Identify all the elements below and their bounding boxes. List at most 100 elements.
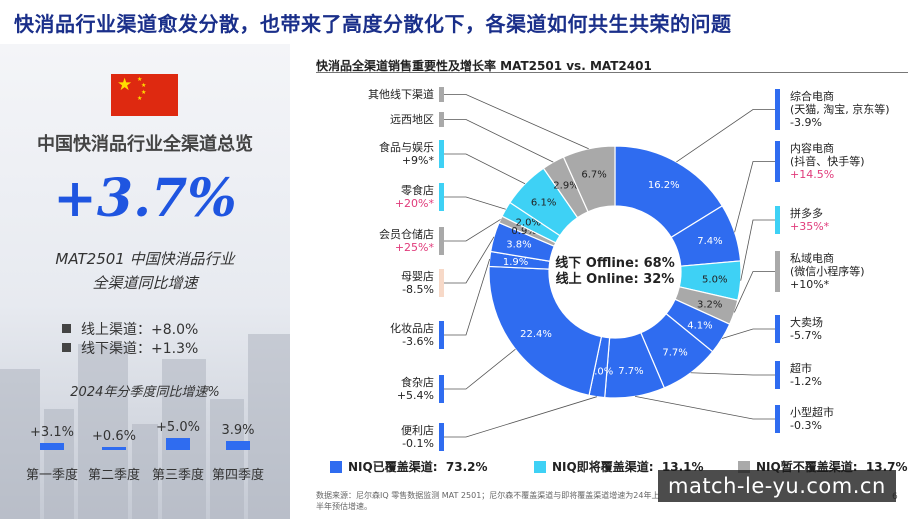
channel-color-bar (775, 206, 780, 234)
quarter-label: 第二季度 (87, 468, 140, 483)
label-connector-line (444, 94, 589, 150)
bullet-square-icon (62, 343, 71, 352)
slice-value-label: 3.8% (506, 240, 531, 251)
center-online-text: 线上 Online: 32% (555, 272, 675, 287)
slice-value-label: 6.7% (581, 170, 606, 181)
slice-value-label: 1.9% (503, 257, 528, 268)
channel-label: 拼多多 +35%* (790, 207, 830, 233)
quarter-bar (166, 438, 190, 450)
quarter-label: 第四季度 (211, 468, 264, 483)
slice-value-label: 0.9% (511, 226, 536, 237)
page-title: 快消品行业渠道愈发分散，也带来了高度分散化下，各渠道如何共生共荣的问题 (14, 12, 732, 36)
offline-growth-line: 线下渠道：+1.3% (62, 338, 198, 358)
channel-label: 远西地区 (390, 113, 434, 126)
overall-growth-value: +3.7% (53, 168, 237, 229)
channel-label: 食品与娱乐 +9%* (379, 141, 434, 167)
channel-color-bar (775, 141, 780, 182)
quarter-label: 第三季度 (151, 468, 204, 483)
channel-color-bar (439, 87, 444, 102)
channel-color-bar (775, 405, 780, 433)
slice-value-label: 4.1% (687, 320, 712, 331)
channel-color-bar (439, 423, 444, 451)
label-connector-line (676, 109, 775, 163)
channel-label: 零食店 +20%* (394, 184, 434, 210)
footnote: 数据来源：尼尔森IQ 零售数据监测 MAT 2501；尼尔森不覆盖渠道与即将覆盖… (316, 491, 660, 511)
slice-value-label: 7.7% (662, 347, 687, 358)
left-summary-panel: ★ ★ ★ ★ ★ 中国快消品行业全渠道总览 +3.7% MAT2501 中国快… (0, 44, 290, 519)
slice-value-label: 16.2% (648, 180, 680, 191)
channel-color-bar (439, 183, 444, 211)
label-connector-line (444, 258, 491, 336)
donut-slice (488, 265, 603, 397)
legend-swatch (534, 461, 546, 473)
slice-value-label: 22.4% (520, 329, 552, 340)
slice-value-label: 2.0% (588, 366, 613, 377)
label-connector-line (444, 396, 597, 438)
slice-value-label: 5.0% (702, 274, 727, 285)
channel-label: 母婴店 -8.5% (401, 270, 434, 296)
quarter-bar (226, 440, 250, 450)
chart-title-underline (316, 72, 908, 73)
channel-label: 食杂店 +5.4% (396, 376, 434, 402)
channel-label: 小型超市 -0.3% (790, 406, 834, 432)
channel-label: 会员仓储店 +25%* (379, 228, 434, 254)
channel-color-bar (439, 140, 444, 168)
quarter-bar (40, 442, 64, 450)
slice-value-label: 3.2% (697, 300, 722, 311)
channel-color-bar (439, 321, 444, 349)
label-connector-line (444, 236, 495, 284)
donut-center-text: 线下 Offline: 68% 线上 Online: 32% (540, 256, 690, 288)
watermark: match-le-yu.com.cn (658, 470, 896, 502)
channel-color-bar (439, 269, 444, 297)
label-connector-line (690, 372, 775, 376)
label-connector-line (733, 271, 775, 313)
channel-label: 化妆品店 -3.6% (390, 322, 434, 348)
channel-label: 综合电商 (天猫, 淘宝, 京东等) -3.9% (790, 90, 890, 129)
slice-value-label: 6.1% (531, 197, 556, 208)
label-connector-line (444, 153, 526, 185)
donut-slice (562, 145, 616, 213)
label-connector-line (740, 219, 775, 281)
overview-heading: 中国快消品行业全渠道总览 (37, 134, 253, 155)
channel-label: 超市 -1.2% (790, 362, 822, 388)
quarter-bar (102, 447, 126, 450)
overall-growth-caption-1: MAT2501 中国快消品行业 (55, 250, 235, 268)
label-connector-line (721, 328, 775, 339)
label-connector-line (444, 196, 506, 210)
channel-label: 便利店 -0.1% (401, 424, 434, 450)
label-connector-line (444, 219, 501, 242)
overall-growth-caption-2: 全渠道同比增速 (92, 274, 198, 292)
bullet-square-icon (62, 324, 71, 333)
quarter-label: 第一季度 (25, 468, 78, 483)
quarter-value: +5.0% (156, 420, 200, 435)
quarterly-growth-title: 2024年分季度同比增速% (70, 385, 220, 400)
online-growth-line: 线上渠道：+8.0% (62, 319, 198, 339)
channel-label: 私域电商 (微信小程序等) +10%* (790, 252, 865, 291)
chart-title: 快消品全渠道销售重要性及增长率 MAT2501 vs. MAT2401 (316, 59, 652, 73)
label-connector-line (734, 161, 775, 233)
slice-value-label: 7.7% (618, 366, 643, 377)
label-connector-line (635, 395, 775, 420)
channel-label: 其他线下渠道 (368, 88, 434, 101)
label-connector-line (444, 119, 554, 163)
legend-swatch (330, 461, 342, 473)
slice-value-label: 2.9% (553, 180, 578, 191)
slice-value-label: 2.0% (516, 218, 541, 229)
channel-color-bar (775, 251, 780, 292)
channel-color-bar (775, 89, 780, 130)
slice-value-label: 7.4% (697, 236, 722, 247)
legend-covered: NIQ已覆盖渠道: 73.2% (330, 458, 488, 475)
channel-color-bar (439, 112, 444, 127)
channel-label: 大卖场 -5.7% (790, 316, 823, 342)
channel-color-bar (439, 227, 444, 255)
china-flag-icon: ★ ★ ★ ★ ★ (111, 74, 178, 116)
channel-color-bar (439, 375, 444, 403)
quarter-value: +0.6% (92, 429, 136, 444)
channel-label: 内容电商 (抖音、快手等) +14.5% (790, 142, 865, 181)
label-connector-line (444, 348, 516, 390)
quarter-value: 3.9% (221, 422, 255, 438)
center-offline-text: 线下 Offline: 68% (555, 256, 675, 271)
quarter-value: +3.1% (30, 424, 74, 440)
channel-color-bar (775, 315, 780, 343)
